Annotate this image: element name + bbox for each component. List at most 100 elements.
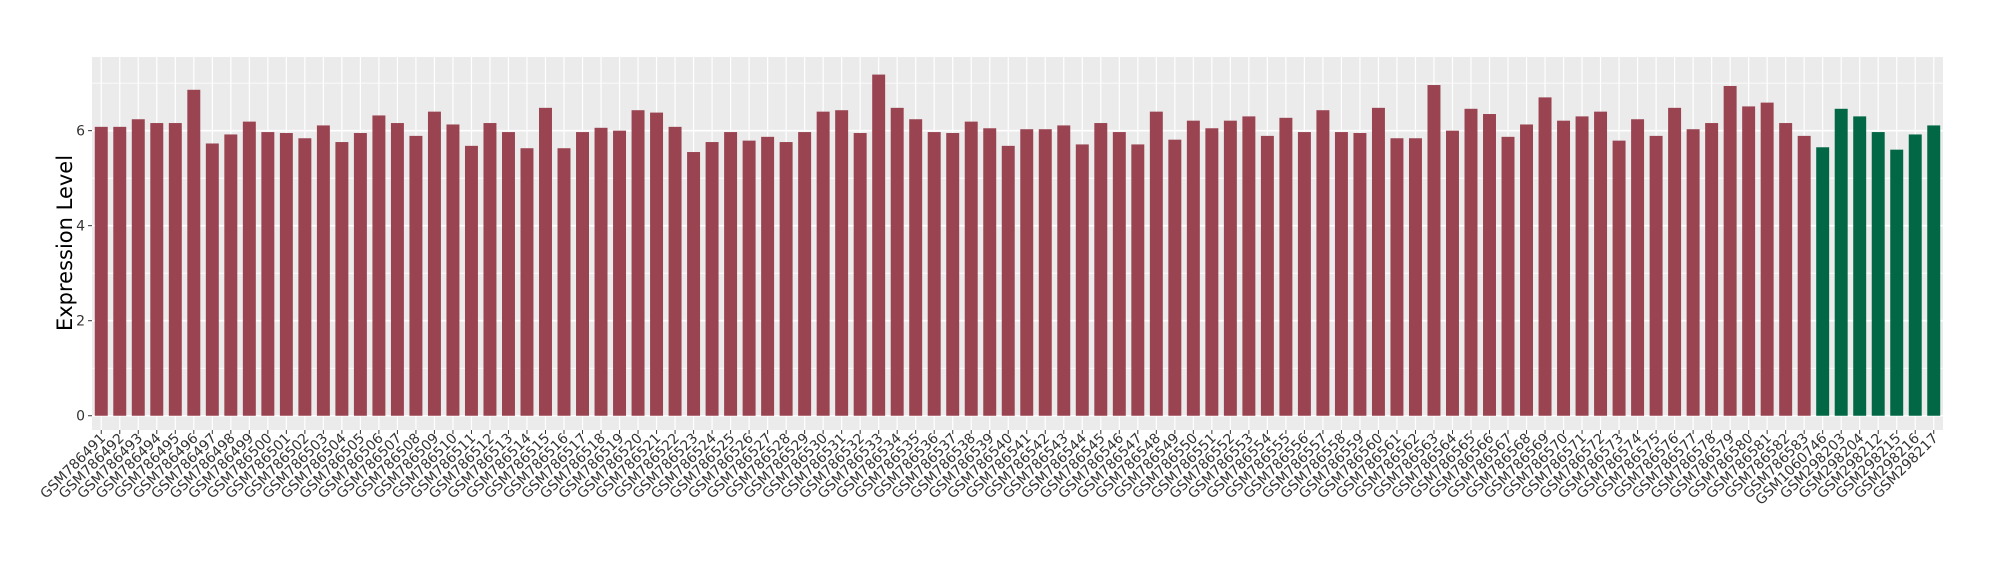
bar-GSM786523	[687, 152, 701, 416]
bar-GSM786533	[872, 74, 886, 416]
bar-GSM786583	[1797, 135, 1811, 416]
bar-GSM786537	[946, 133, 960, 416]
bar-GSM786524	[705, 142, 719, 416]
bar-GSM786507	[390, 123, 404, 416]
bar-GSM786570	[1557, 120, 1571, 416]
bar-GSM786518	[594, 127, 608, 416]
bar-GSM786522	[668, 126, 682, 416]
bar-GSM786551	[1205, 128, 1219, 416]
bar-GSM786534	[890, 107, 904, 416]
bar-GSM786521	[650, 112, 664, 416]
y-tick-label: 0	[76, 409, 85, 425]
bar-GSM786546	[1112, 132, 1126, 416]
plot-panel	[92, 57, 1943, 430]
bar-GSM786556	[1297, 132, 1311, 416]
bar-GSM786492	[113, 126, 127, 416]
bar-GSM786512	[483, 123, 497, 416]
bar-GSM1060746	[1816, 147, 1830, 416]
bar-GSM786519	[613, 130, 627, 416]
bar-GSM786540	[1001, 145, 1015, 416]
bar-GSM786581	[1760, 102, 1774, 416]
bar-GSM786541	[1020, 129, 1034, 416]
bar-GSM786548	[1149, 111, 1163, 416]
bar-GSM786496	[187, 89, 201, 416]
bar-GSM786549	[1168, 139, 1182, 416]
bar-GSM786580	[1742, 106, 1756, 416]
bar-GSM298203	[1834, 108, 1848, 416]
bar-GSM786575	[1649, 135, 1663, 416]
bar-GSM786571	[1575, 116, 1589, 416]
bar-GSM786493	[131, 119, 145, 416]
bar-GSM298204	[1853, 116, 1867, 416]
bar-GSM786552	[1223, 120, 1237, 416]
bar-GSM786568	[1520, 124, 1534, 416]
bar-GSM786572	[1594, 111, 1608, 416]
bar-GSM786542	[1038, 129, 1052, 416]
bar-GSM786547	[1131, 144, 1145, 416]
bar-GSM786494	[150, 123, 164, 416]
bar-GSM786500	[261, 132, 275, 416]
bar-GSM786531	[835, 110, 849, 416]
bar-GSM786578	[1705, 123, 1719, 416]
bar-GSM786545	[1094, 123, 1108, 416]
bar-GSM786582	[1779, 123, 1793, 416]
bar-GSM786514	[520, 148, 534, 416]
bar-GSM786574	[1631, 119, 1645, 416]
bar-GSM786511	[464, 145, 478, 416]
bar-GSM786515	[539, 107, 552, 416]
y-axis-label: Expression Level	[53, 155, 77, 331]
bar-GSM786528	[779, 142, 793, 416]
bar-GSM786506	[372, 115, 386, 416]
bar-GSM298217	[1927, 125, 1941, 416]
bar-GSM786543	[1057, 125, 1071, 416]
bar-GSM298215	[1890, 149, 1904, 416]
bar-GSM786565	[1464, 108, 1478, 416]
bars	[94, 74, 1941, 416]
bar-GSM786536	[927, 132, 941, 416]
bar-GSM786513	[501, 132, 515, 416]
bar-GSM786504	[335, 142, 349, 416]
bar-GSM786579	[1723, 85, 1737, 416]
bar-GSM786559	[1353, 133, 1367, 416]
bar-GSM786539	[983, 128, 997, 416]
bar-GSM786499	[242, 121, 256, 416]
bar-GSM786517	[576, 132, 589, 416]
bar-GSM786530	[816, 111, 830, 416]
bar-GSM786501	[279, 133, 293, 416]
bar-GSM786510	[446, 124, 460, 416]
bar-GSM786576	[1668, 107, 1682, 416]
y-tick-label: 4	[76, 219, 85, 235]
bar-GSM786561	[1390, 138, 1404, 416]
bar-GSM786516	[557, 148, 571, 416]
bar-GSM786560	[1371, 107, 1385, 416]
bar-GSM786529	[798, 132, 812, 416]
bar-GSM786569	[1538, 97, 1552, 416]
bar-GSM786555	[1279, 117, 1293, 416]
bar-GSM786557	[1316, 110, 1330, 416]
bar-GSM786520	[631, 110, 645, 416]
bar-GSM786497	[205, 143, 219, 416]
bar-GSM786566	[1483, 114, 1496, 416]
bar-GSM298212	[1871, 132, 1885, 416]
bar-GSM786495	[168, 123, 182, 416]
y-tick-label: 2	[76, 314, 85, 330]
bar-GSM786554	[1260, 135, 1274, 416]
bar-GSM786503	[316, 125, 330, 416]
bar-GSM298216	[1908, 134, 1922, 416]
bar-GSM786562	[1408, 138, 1422, 416]
bar-GSM786553	[1242, 116, 1256, 416]
bar-GSM786498	[224, 134, 238, 416]
bar-GSM786563	[1427, 85, 1441, 416]
bar-GSM786508	[409, 135, 423, 416]
bar-GSM786558	[1334, 132, 1348, 416]
bar-GSM786567	[1501, 136, 1515, 416]
bar-GSM786505	[353, 133, 367, 416]
bar-GSM786526	[742, 140, 756, 416]
bar-GSM786538	[964, 121, 978, 416]
bar-GSM786564	[1446, 130, 1459, 416]
y-tick-label: 6	[76, 124, 85, 140]
x-axis: GSM786491GSM786492GSM786493GSM786494GSM7…	[37, 430, 1942, 508]
bar-GSM786491	[94, 126, 108, 416]
bar-GSM786577	[1686, 129, 1700, 416]
